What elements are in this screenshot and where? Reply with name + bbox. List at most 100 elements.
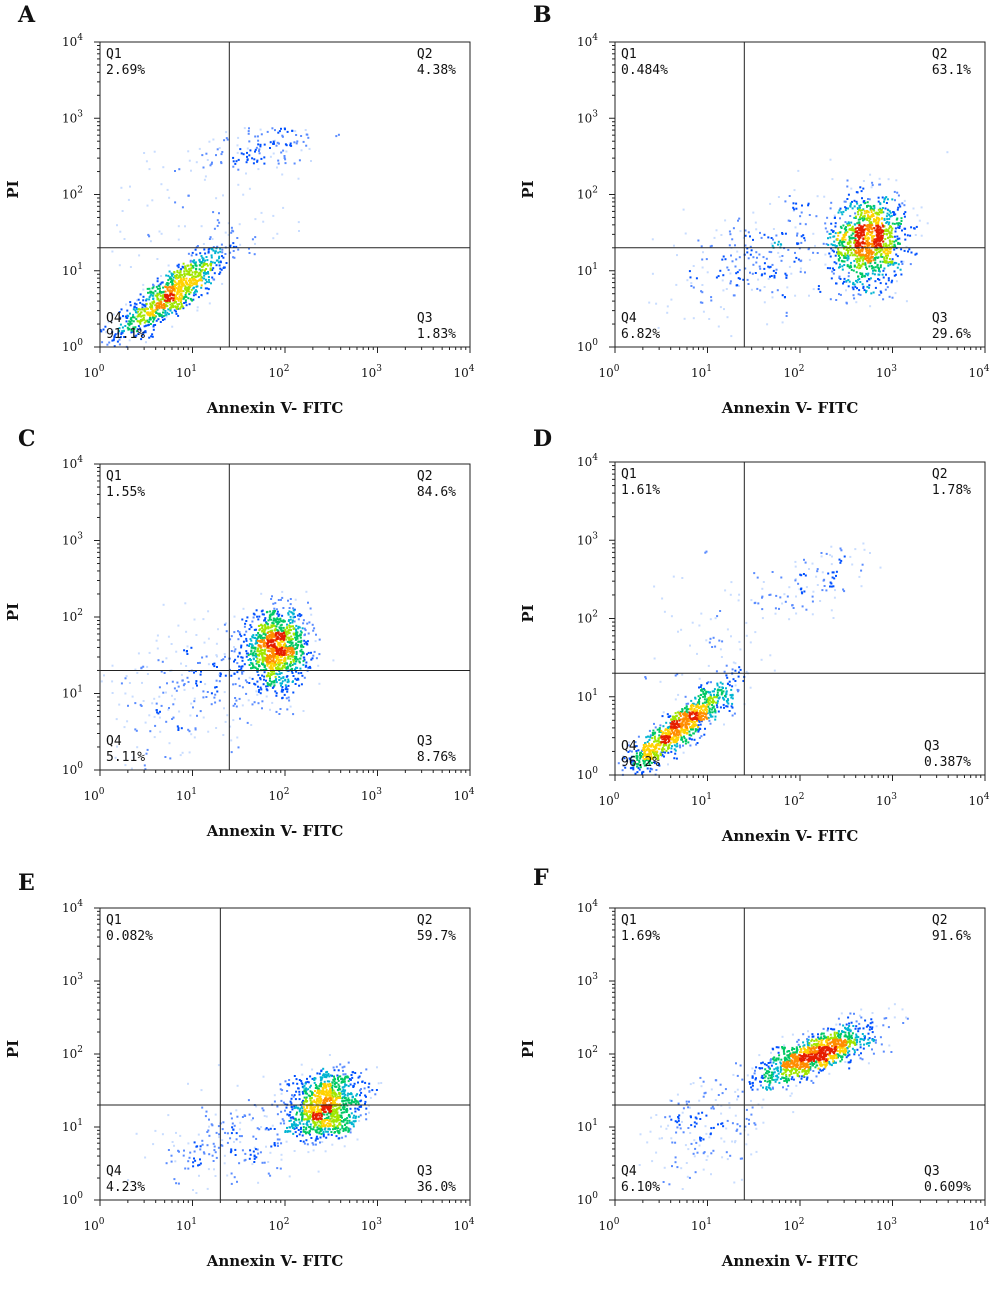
event-point <box>169 291 172 294</box>
event-point <box>717 325 720 328</box>
event-point <box>839 293 842 296</box>
event-point <box>230 751 233 754</box>
event-point <box>634 741 637 744</box>
event-point <box>114 333 117 336</box>
event-point <box>771 263 774 266</box>
event-point <box>148 714 151 717</box>
event-point <box>653 735 656 738</box>
event-point <box>761 617 764 620</box>
event-point <box>137 652 140 655</box>
event-point <box>229 244 232 247</box>
event-point <box>878 250 880 253</box>
event-point <box>877 236 879 238</box>
event-point <box>857 278 860 281</box>
event-point <box>210 163 213 165</box>
event-point <box>153 697 156 700</box>
event-point <box>796 234 798 237</box>
event-point <box>882 229 885 232</box>
event-point <box>296 645 299 648</box>
event-point <box>253 701 256 704</box>
event-point <box>895 280 898 283</box>
event-point <box>774 612 777 615</box>
event-point <box>756 287 759 290</box>
event-point <box>946 151 949 154</box>
event-point <box>630 761 633 764</box>
event-point <box>175 275 178 278</box>
event-point <box>695 703 698 706</box>
event-point <box>218 257 220 260</box>
event-point <box>262 613 265 616</box>
event-point <box>142 283 145 286</box>
event-point <box>127 315 130 318</box>
event-point <box>857 275 860 278</box>
event-point <box>725 664 728 667</box>
event-point <box>811 562 814 565</box>
event-point <box>185 630 188 633</box>
event-point <box>224 253 227 255</box>
event-point <box>220 153 223 156</box>
event-point <box>844 209 847 212</box>
event-point <box>690 738 693 741</box>
event-point <box>853 205 856 208</box>
event-point <box>647 757 650 760</box>
event-point <box>781 321 784 324</box>
event-point <box>816 195 819 198</box>
event-point <box>713 710 716 713</box>
event-point <box>127 704 129 707</box>
event-point <box>229 725 232 728</box>
event-point <box>658 744 661 747</box>
event-point <box>826 267 829 270</box>
event-point <box>256 693 259 696</box>
event-point <box>658 730 661 733</box>
event-point <box>195 285 198 288</box>
event-point <box>292 713 295 716</box>
event-point <box>880 231 883 234</box>
event-point <box>261 613 264 616</box>
event-point <box>295 630 298 633</box>
event-point <box>784 232 787 235</box>
event-point <box>128 328 130 331</box>
event-point <box>286 130 289 133</box>
event-point <box>643 754 645 757</box>
event-point <box>167 282 170 285</box>
event-point <box>187 290 190 293</box>
event-point <box>667 746 670 749</box>
event-point <box>899 205 902 208</box>
event-point <box>278 670 281 672</box>
event-point <box>179 271 182 274</box>
event-point <box>224 231 227 234</box>
event-point <box>293 668 296 671</box>
event-point <box>808 294 810 297</box>
event-point <box>794 565 797 568</box>
event-point <box>879 282 882 285</box>
event-point <box>723 706 725 709</box>
event-point <box>706 712 709 715</box>
event-point <box>679 744 681 747</box>
event-point <box>837 234 840 237</box>
event-point <box>272 142 275 145</box>
event-point <box>164 299 166 302</box>
event-point <box>202 618 205 621</box>
event-point <box>155 285 158 288</box>
quadrant-name-q1: Q1 <box>106 469 122 484</box>
event-point <box>910 251 913 254</box>
event-point <box>662 725 665 728</box>
event-point <box>290 646 292 649</box>
event-point <box>863 242 866 245</box>
event-point <box>676 742 679 745</box>
event-point <box>272 672 275 675</box>
event-point <box>759 289 762 292</box>
event-point <box>853 259 856 262</box>
event-point <box>285 666 288 669</box>
event-point <box>264 626 267 629</box>
event-point <box>846 198 849 200</box>
event-point <box>890 281 893 284</box>
event-point <box>897 223 900 226</box>
event-point <box>143 764 146 767</box>
event-point <box>856 234 859 237</box>
event-point <box>708 707 711 710</box>
event-point <box>229 251 232 254</box>
event-point <box>177 298 180 301</box>
event-point <box>296 666 299 669</box>
event-point <box>692 726 695 729</box>
